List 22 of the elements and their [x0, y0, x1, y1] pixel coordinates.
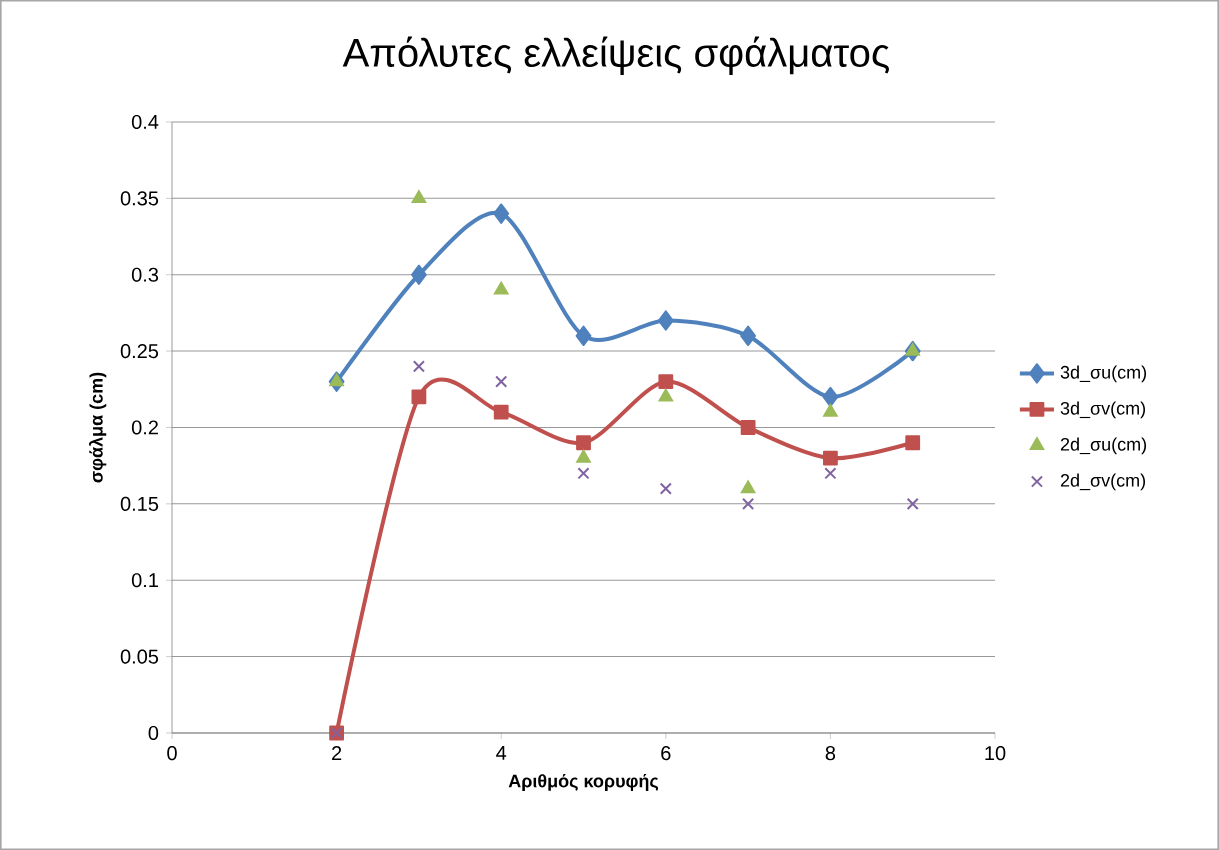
x-tick-label: 4 — [496, 746, 507, 760]
y-tick-label: 0.4 — [131, 114, 159, 130]
legend-label: 3d_σv(cm) — [1060, 401, 1146, 419]
x-tick-label: 0 — [167, 746, 177, 761]
y-tick-label: 0.35 — [120, 191, 159, 206]
x-tick-label: 6 — [661, 746, 671, 761]
y-tick-label: 0.25 — [120, 344, 159, 359]
y-tick-label: 0.05 — [120, 649, 159, 664]
chart-title: Απόλυτες ελλείψεις σφάλματος — [342, 36, 889, 75]
y-tick-label: 0.1 — [131, 573, 158, 588]
y-tick-label: 0.3 — [131, 267, 159, 282]
x-tick-label: 10 — [985, 746, 1006, 761]
x-tick-label: 2 — [332, 746, 342, 761]
y-tick-label: 0 — [148, 725, 159, 741]
y-tick-label: 0.2 — [131, 420, 158, 435]
x-axis-title: Αριθμός κορυφής — [508, 773, 659, 791]
legend-label: 2d_σu(cm) — [1060, 437, 1147, 455]
y-axis-title: σφάλμα (cm) — [89, 372, 107, 483]
y-tick-label: 0.15 — [120, 496, 159, 511]
legend-label: 3d_σu(cm) — [1060, 365, 1147, 383]
legend-label: 2d_σv(cm) — [1060, 473, 1146, 491]
x-tick-label: 8 — [825, 746, 836, 761]
